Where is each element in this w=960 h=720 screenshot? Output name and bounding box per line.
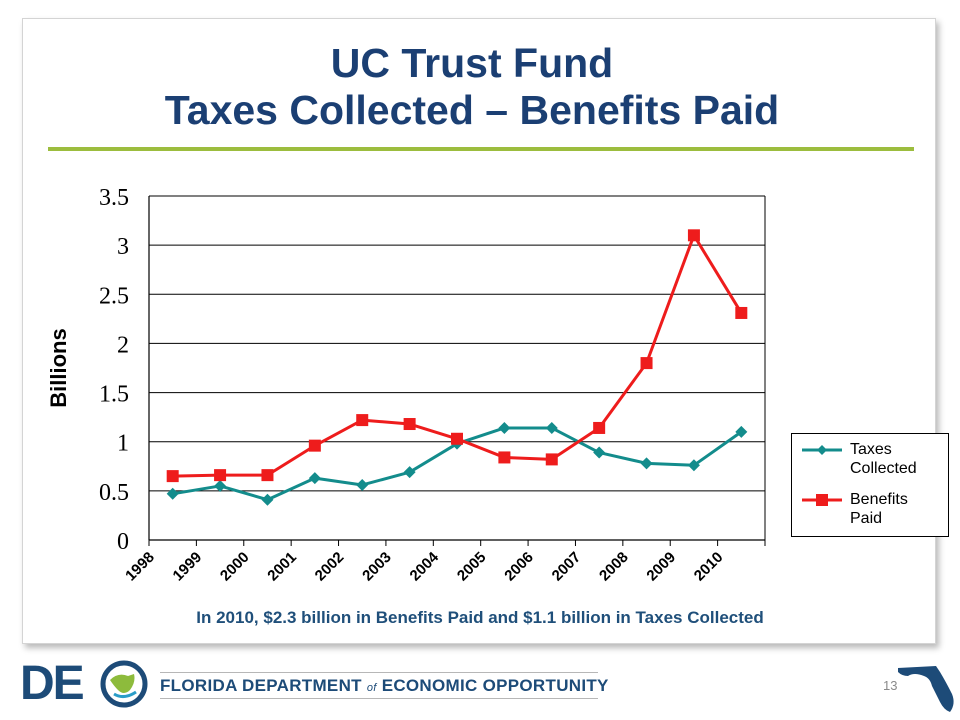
- title-underline: [48, 147, 914, 151]
- page-number: 13: [883, 678, 898, 693]
- point-taxes-2001: [308, 472, 321, 485]
- legend-taxes-swatch: [802, 445, 842, 455]
- x-tick-label-2001: 2001: [264, 549, 300, 585]
- point-benefits-2005: [498, 451, 511, 464]
- x-tick-label-2000: 2000: [217, 549, 253, 585]
- point-benefits-2000: [261, 469, 274, 482]
- footer-rule-top: [160, 672, 598, 673]
- title-line-1: UC Trust Fund: [330, 40, 614, 86]
- dept-name-part-1: FLORIDA DEPARTMENT: [160, 676, 362, 695]
- x-tick-label-2007: 2007: [549, 549, 585, 585]
- point-taxes-2009: [687, 459, 700, 472]
- point-taxes-1998: [166, 487, 179, 500]
- x-tick-label-2004: 2004: [407, 548, 443, 584]
- x-tick-label-2002: 2002: [312, 549, 348, 585]
- dept-name-part-2: ECONOMIC OPPORTUNITY: [381, 676, 609, 695]
- chart-legend: Taxes Collected Benefits Paid: [791, 433, 949, 537]
- x-tick-label-2010: 2010: [691, 549, 727, 585]
- y-tick-label-0: 0: [117, 529, 129, 555]
- point-benefits-2007: [593, 421, 606, 434]
- y-tick-label-2: 1: [117, 431, 129, 457]
- point-benefits-2010: [735, 306, 748, 319]
- point-taxes-2002: [356, 478, 369, 491]
- y-tick-label-1: 0.5: [99, 480, 129, 506]
- y-tick-label-7: 3.5: [99, 185, 129, 211]
- x-tick-label-2006: 2006: [501, 549, 537, 585]
- point-benefits-2001: [308, 439, 321, 452]
- dept-name-of: of: [366, 682, 377, 694]
- x-tick-label-2003: 2003: [359, 549, 395, 585]
- legend-label-taxes: Taxes Collected: [850, 441, 917, 477]
- point-benefits-1999: [214, 469, 227, 482]
- point-taxes-2005: [498, 421, 511, 434]
- legend-label-benefits: Benefits Paid: [850, 491, 908, 527]
- deo-logo-text: DE: [20, 657, 85, 710]
- y-tick-label-4: 2: [117, 332, 129, 358]
- point-benefits-2006: [545, 453, 558, 466]
- florida-map-icon: [898, 666, 954, 712]
- point-benefits-2004: [451, 432, 463, 445]
- y-tick-label-3: 1.5: [99, 382, 129, 408]
- title-line-2: Taxes Collected – Benefits Paid: [164, 87, 780, 133]
- y-tick-label-5: 2.5: [99, 283, 129, 309]
- point-benefits-2008: [640, 357, 653, 370]
- point-taxes-2008: [640, 457, 653, 470]
- legend-item-taxes: Taxes Collected: [800, 440, 950, 484]
- x-tick-label-2008: 2008: [596, 549, 632, 585]
- y-tick-label-6: 3: [117, 234, 129, 260]
- legend-benefits-swatch: [802, 494, 842, 506]
- point-benefits-2002: [356, 414, 369, 427]
- footer-rule-bottom: [160, 698, 598, 699]
- point-taxes-1999: [214, 479, 227, 492]
- point-benefits-1998: [166, 470, 179, 483]
- point-benefits-2009: [687, 229, 700, 242]
- y-axis-label: Billions: [46, 328, 71, 408]
- point-taxes-2006: [545, 421, 558, 434]
- point-benefits-2003: [403, 418, 416, 431]
- point-taxes-2000: [261, 493, 274, 506]
- x-tick-label-2009: 2009: [643, 549, 679, 585]
- chart-caption: In 2010, $2.3 billion in Benefits Paid a…: [196, 608, 764, 627]
- point-taxes-2007: [593, 446, 606, 459]
- point-taxes-2003: [403, 466, 416, 479]
- department-name: FLORIDA DEPARTMENT of ECONOMIC OPPORTUNI…: [160, 676, 609, 696]
- slide-title: UC Trust Fund Taxes Collected – Benefits…: [0, 40, 944, 134]
- x-tick-label-1999: 1999: [170, 549, 206, 585]
- footer: DE FLORIDA DEPARTMENT of ECONOMIC OPPORT…: [0, 648, 960, 720]
- legend-item-benefits: Benefits Paid: [800, 490, 950, 534]
- deo-logo-icon: [100, 660, 148, 708]
- point-taxes-2010: [735, 425, 748, 438]
- x-tick-label-2005: 2005: [454, 549, 490, 585]
